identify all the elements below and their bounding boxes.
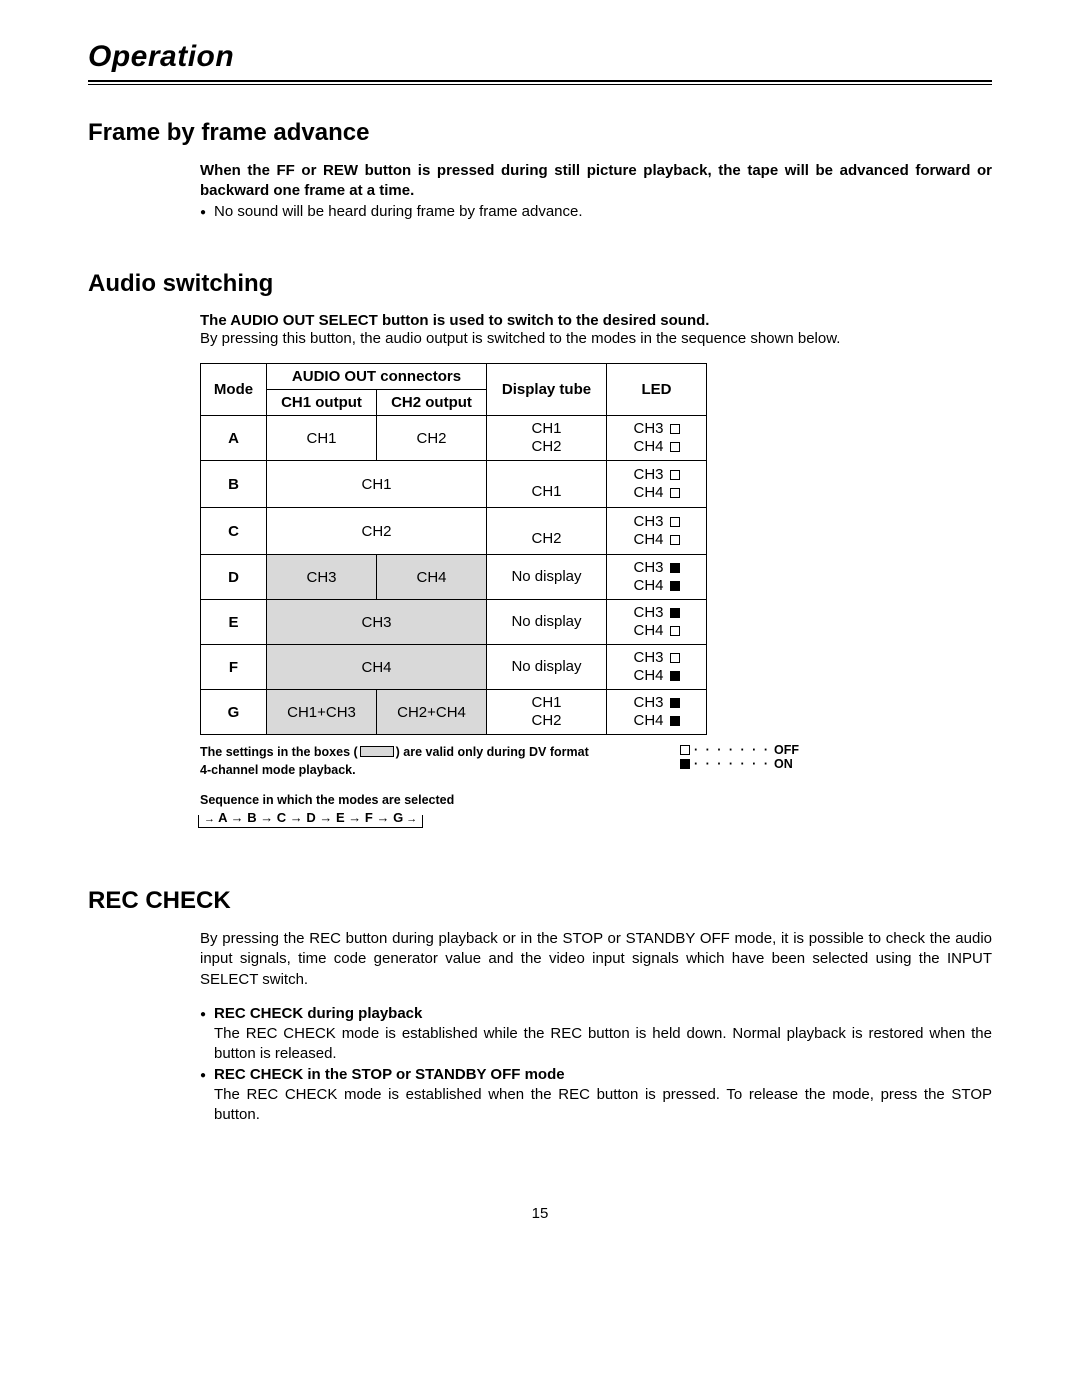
led-off-icon [670,626,680,636]
audio-bold-text: The AUDIO OUT SELECT button is used to s… [200,312,992,329]
cell-display: No display [487,645,607,690]
settings-note-b: ) are valid only during DV format [396,745,589,759]
th-display: Display tube [487,364,607,416]
section-heading-frame: Frame by frame advance [88,119,992,147]
led-off-icon [670,535,680,545]
led-off-icon [670,442,680,452]
table-row: CCH2CH2CH3CH4 [201,508,707,555]
cell-ch2: CH4 [377,555,487,600]
cell-ch1: CH3 [267,555,377,600]
cell-mode: G [201,690,267,735]
th-connectors: AUDIO OUT connectors [267,364,487,390]
table-row: DCH3CH4No displayCH3CH4 [201,555,707,600]
cell-mode: F [201,645,267,690]
cell-ch2: CH2 [377,416,487,461]
sequence-title: Sequence in which the modes are selected [200,793,992,807]
cell-ch1: CH1+CH3 [267,690,377,735]
cell-display: CH1 [487,461,607,508]
cell-led: CH3CH4 [607,600,707,645]
led-off-icon [670,653,680,663]
table-row: ECH3No displayCH3CH4 [201,600,707,645]
cell-led: CH3CH4 [607,690,707,735]
th-ch1: CH1 output [267,390,377,416]
cell-display: No display [487,600,607,645]
section-heading-rec: REC CHECK [88,887,992,915]
led-on-icon [670,671,680,681]
frame-bullet: No sound will be heard during frame by f… [200,202,992,222]
rec-b2-text: The REC CHECK mode is established when t… [200,1085,992,1126]
cell-ch1: CH1 [267,416,377,461]
rec-b1-title: REC CHECK during playback [214,1005,422,1022]
led-on-icon [670,608,680,618]
cell-ch-merged: CH2 [267,508,487,555]
rec-bullet-2: REC CHECK in the STOP or STANDBY OFF mod… [200,1065,992,1085]
sequence-box: → A → B → C → D → E → F → G → [200,809,421,826]
cell-led: CH3CH4 [607,508,707,555]
table-row: ACH1CH2CH1CH2CH3CH4 [201,416,707,461]
cell-led: CH3CH4 [607,461,707,508]
cell-mode: A [201,416,267,461]
legend-on-label: ON [774,757,793,771]
cell-mode: B [201,461,267,508]
cell-ch-merged: CH1 [267,461,487,508]
legend-off: · · · · · · ·OFF [680,743,799,757]
cell-display: CH1CH2 [487,690,607,735]
legend-on: · · · · · · ·ON [680,757,799,771]
section-heading-audio: Audio switching [88,270,992,298]
rec-intro: By pressing the REC button during playba… [200,929,992,990]
settings-shaded-box-icon [360,746,394,757]
frame-bold-text: When the FF or REW button is pressed dur… [200,161,992,202]
legend-off-label: OFF [774,743,799,757]
cell-mode: C [201,508,267,555]
rec-b1-text: The REC CHECK mode is established while … [200,1024,992,1065]
led-on-icon [680,759,690,769]
cell-led: CH3CH4 [607,416,707,461]
audio-plain-text: By pressing this button, the audio outpu… [200,329,992,349]
led-off-icon [670,517,680,527]
led-on-icon [670,581,680,591]
led-on-icon [670,698,680,708]
title-rule [88,80,992,85]
sequence-text: A → B → C → D → E → F → G [218,810,403,825]
cell-mode: D [201,555,267,600]
cell-mode: E [201,600,267,645]
cell-ch2: CH2+CH4 [377,690,487,735]
led-on-icon [670,716,680,726]
led-off-icon [680,745,690,755]
rec-bullet-1: REC CHECK during playback [200,1004,992,1024]
table-row: GCH1+CH3CH2+CH4CH1CH2CH3CH4 [201,690,707,735]
cell-ch-merged: CH3 [267,600,487,645]
cell-ch-merged: CH4 [267,645,487,690]
led-off-icon [670,488,680,498]
th-mode: Mode [201,364,267,416]
cell-display: CH2 [487,508,607,555]
th-ch2: CH2 output [377,390,487,416]
audio-table: Mode AUDIO OUT connectors Display tube L… [200,363,707,735]
table-row: BCH1CH1CH3CH4 [201,461,707,508]
cell-display: CH1CH2 [487,416,607,461]
led-on-icon [670,563,680,573]
led-off-icon [670,424,680,434]
cell-led: CH3CH4 [607,645,707,690]
cell-led: CH3CH4 [607,555,707,600]
rec-b2-title: REC CHECK in the STOP or STANDBY OFF mod… [214,1066,565,1083]
settings-note-a: The settings in the boxes ( [200,745,358,759]
th-led: LED [607,364,707,416]
settings-note-c: 4-channel mode playback. [200,762,680,780]
page-number: 15 [88,1205,992,1222]
table-row: FCH4No displayCH3CH4 [201,645,707,690]
cell-display: No display [487,555,607,600]
led-off-icon [670,470,680,480]
chapter-title: Operation [88,40,992,74]
